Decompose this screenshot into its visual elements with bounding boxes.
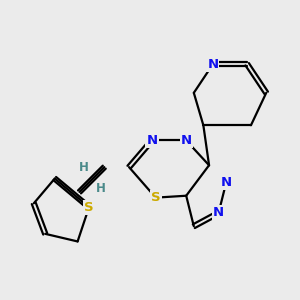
Text: S: S xyxy=(84,201,94,214)
Text: N: N xyxy=(181,134,192,147)
Text: N: N xyxy=(213,206,224,219)
Text: H: H xyxy=(95,182,105,195)
Text: S: S xyxy=(151,191,160,204)
Text: N: N xyxy=(146,134,158,147)
Text: H: H xyxy=(78,160,88,174)
Text: N: N xyxy=(207,58,218,71)
Text: N: N xyxy=(220,176,232,189)
